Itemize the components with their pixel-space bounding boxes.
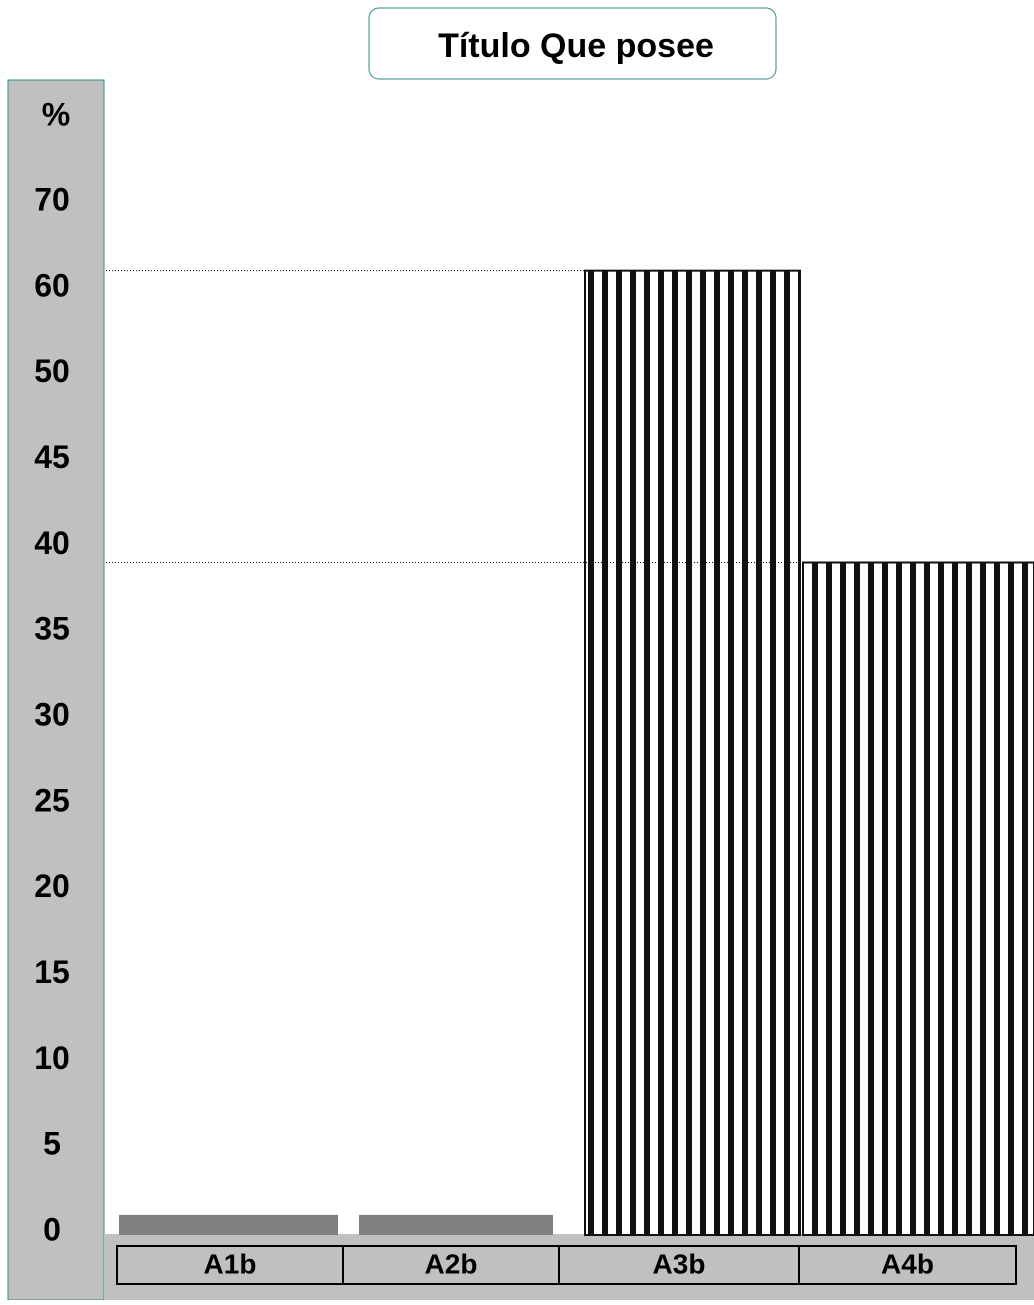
y-tick-label: 10	[34, 1040, 70, 1076]
title-box	[368, 7, 777, 80]
y-tick-label: 45	[34, 439, 70, 475]
y-tick-label: 15	[34, 954, 70, 990]
x-tick-label: A1b	[204, 1248, 257, 1279]
x-tick-label: A3b	[653, 1248, 706, 1279]
y-tick-label: 70	[34, 181, 70, 217]
y-tick-label: 40	[34, 525, 70, 561]
y-tick-label: 20	[34, 868, 70, 904]
bar	[119, 1214, 338, 1235]
y-tick-label: 35	[34, 611, 70, 647]
bar	[584, 269, 801, 1236]
y-tick-label: 50	[34, 353, 70, 389]
y-tick-label: 60	[34, 267, 70, 303]
category-table	[116, 1245, 1017, 1285]
y-tick-label: 25	[34, 782, 70, 818]
y-tick-label: 30	[34, 696, 70, 732]
y-tick-label: 5	[43, 1126, 61, 1162]
bar	[359, 1214, 553, 1235]
y-tick-label: 0	[43, 1211, 61, 1247]
bar	[802, 561, 1034, 1236]
y-axis-panel	[7, 79, 105, 1301]
x-tick-label: A2b	[425, 1248, 478, 1279]
x-tick-label: A4b	[881, 1248, 934, 1279]
chart-title: Título Que posee	[438, 27, 714, 65]
y-axis-label: %	[42, 96, 70, 132]
